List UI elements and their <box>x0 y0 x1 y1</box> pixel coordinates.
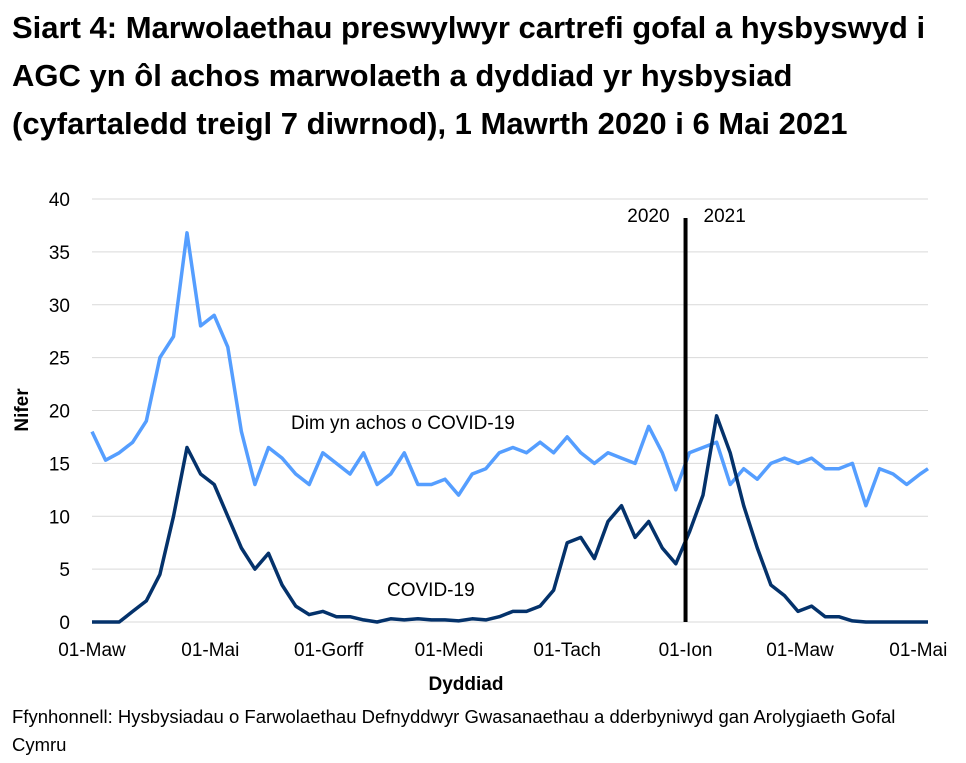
source-note: Ffynhonnell: Hysbysiadau o Farwolaethau … <box>12 706 896 755</box>
x-tick-label: 01-Mai <box>181 640 239 661</box>
y-tick-label: 20 <box>49 402 70 423</box>
y-tick-label: 25 <box>49 349 70 370</box>
y-tick-labels: 0 5 10 15 20 25 30 35 40 <box>49 190 70 634</box>
year-label-left: 2020 <box>627 206 669 227</box>
y-tick-label: 30 <box>49 296 70 317</box>
chart-title: Siart 4: Marwolaethau preswylwyr cartref… <box>12 10 926 141</box>
y-axis-label: Nifer <box>12 388 33 432</box>
y-tick-label: 35 <box>49 243 70 264</box>
y-tick-label: 5 <box>59 560 70 581</box>
y-tick-label: 10 <box>49 507 70 528</box>
gridlines <box>92 198 928 623</box>
x-tick-label: 01-Medi <box>415 640 484 661</box>
year-label-right: 2021 <box>704 206 746 227</box>
year-divider: 2020 2021 <box>627 206 746 622</box>
x-tick-label: 01-Mai <box>889 640 947 661</box>
x-tick-label: 01-Maw <box>58 640 126 661</box>
x-tick-label: 01-Gorff <box>294 640 364 661</box>
y-tick-label: 0 <box>59 613 70 634</box>
series-line-non-covid <box>90 231 929 508</box>
x-tick-label: 01-Ion <box>659 640 713 661</box>
series-line-covid <box>92 414 928 624</box>
x-tick-label: 01-Maw <box>766 640 834 661</box>
x-tick-label: 01-Tach <box>533 640 601 661</box>
y-tick-label: 15 <box>49 454 70 475</box>
x-axis-label: Dyddiad <box>429 674 504 695</box>
x-tick-labels: 01-Maw 01-Mai 01-Gorff 01-Medi 01-Tach 01-Ion… <box>58 640 947 661</box>
series-lines <box>90 231 929 624</box>
series-label-non-covid: Dim yn achos o COVID-19 <box>291 413 515 434</box>
series-label-covid: COVID-19 <box>387 580 475 601</box>
y-tick-label: 40 <box>49 190 70 211</box>
